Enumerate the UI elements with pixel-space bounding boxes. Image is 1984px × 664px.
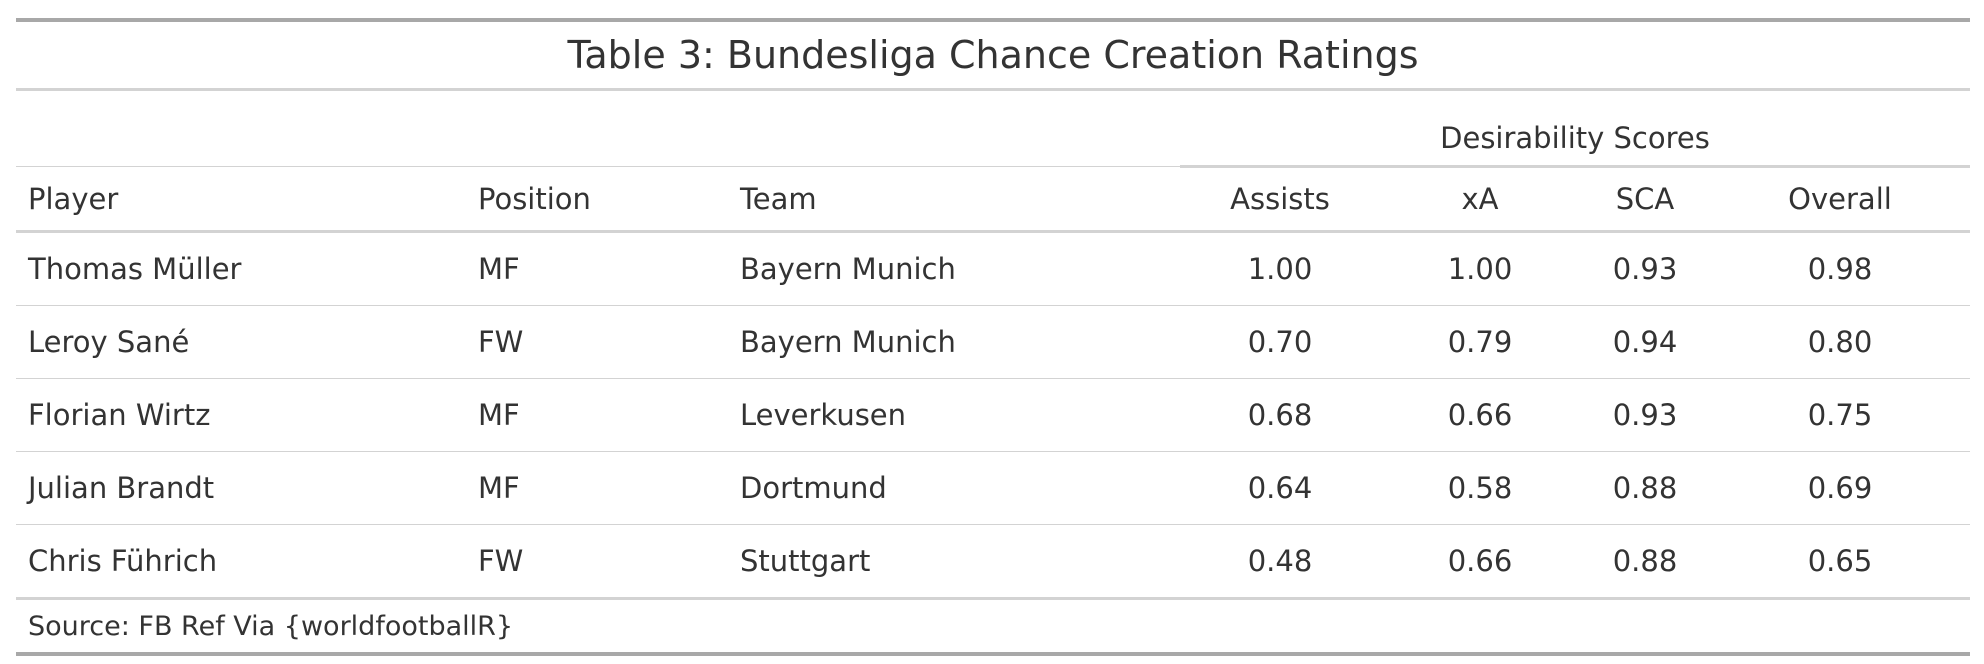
table-row: Leroy Sané FW Bayern Munich 0.70 0.79 0.…: [16, 305, 1970, 379]
table-row: Thomas Müller MF Bayern Munich 1.00 1.00…: [16, 231, 1970, 306]
cell-assists: 0.68: [1180, 378, 1380, 452]
cell-overall: 0.98: [1710, 231, 1970, 306]
cell-sca: 0.88: [1580, 524, 1710, 600]
cell-xa: 0.66: [1380, 378, 1580, 452]
cell-xa: 0.79: [1380, 305, 1580, 379]
table-row: Chris Führich FW Stuttgart 0.48 0.66 0.8…: [16, 524, 1970, 600]
table-title: Table 3: Bundesliga Chance Creation Rati…: [16, 20, 1970, 91]
table-row: Julian Brandt MF Dortmund 0.64 0.58 0.88…: [16, 451, 1970, 525]
cell-position: FW: [466, 305, 728, 379]
cell-player: Chris Führich: [16, 524, 466, 600]
cell-position: MF: [466, 378, 728, 452]
cell-team: Bayern Munich: [728, 231, 1180, 306]
cell-position: MF: [466, 451, 728, 525]
title-row: Table 3: Bundesliga Chance Creation Rati…: [16, 20, 1970, 91]
spanner-empty: [16, 89, 1180, 167]
cell-assists: 0.48: [1180, 524, 1380, 600]
ratings-table: Table 3: Bundesliga Chance Creation Rati…: [16, 18, 1970, 656]
cell-xa: 0.66: [1380, 524, 1580, 600]
cell-xa: 0.58: [1380, 451, 1580, 525]
source-row: Source: FB Ref Via {worldfootballR}: [16, 599, 1970, 655]
cell-overall: 0.69: [1710, 451, 1970, 525]
column-header-overall: Overall: [1710, 166, 1970, 233]
cell-sca: 0.93: [1580, 231, 1710, 306]
cell-overall: 0.65: [1710, 524, 1970, 600]
column-header-position: Position: [466, 166, 728, 233]
cell-team: Leverkusen: [728, 378, 1180, 452]
ratings-table-container: Table 3: Bundesliga Chance Creation Rati…: [16, 18, 1970, 656]
cell-xa: 1.00: [1380, 231, 1580, 306]
cell-position: MF: [466, 231, 728, 306]
cell-player: Julian Brandt: [16, 451, 466, 525]
cell-assists: 0.70: [1180, 305, 1380, 379]
cell-sca: 0.94: [1580, 305, 1710, 379]
column-header-sca: SCA: [1580, 166, 1710, 233]
table-row: Florian Wirtz MF Leverkusen 0.68 0.66 0.…: [16, 378, 1970, 452]
cell-position: FW: [466, 524, 728, 600]
column-header-player: Player: [16, 166, 466, 233]
cell-team: Stuttgart: [728, 524, 1180, 600]
cell-player: Florian Wirtz: [16, 378, 466, 452]
cell-sca: 0.88: [1580, 451, 1710, 525]
desirability-scores-spanner: Desirability Scores: [1180, 89, 1970, 168]
cell-team: Bayern Munich: [728, 305, 1180, 379]
cell-assists: 1.00: [1180, 231, 1380, 306]
cell-team: Dortmund: [728, 451, 1180, 525]
column-header-row: Player Position Team Assists xA SCA Over…: [16, 166, 1970, 233]
cell-overall: 0.75: [1710, 378, 1970, 452]
cell-sca: 0.93: [1580, 378, 1710, 452]
source-note: Source: FB Ref Via {worldfootballR}: [28, 610, 514, 642]
column-header-team: Team: [728, 166, 1180, 233]
spanner-row: Desirability Scores: [16, 89, 1970, 168]
cell-player: Leroy Sané: [16, 305, 466, 379]
cell-assists: 0.64: [1180, 451, 1380, 525]
cell-player: Thomas Müller: [16, 231, 466, 306]
cell-overall: 0.80: [1710, 305, 1970, 379]
column-header-xa: xA: [1380, 166, 1580, 233]
column-header-assists: Assists: [1180, 166, 1380, 233]
